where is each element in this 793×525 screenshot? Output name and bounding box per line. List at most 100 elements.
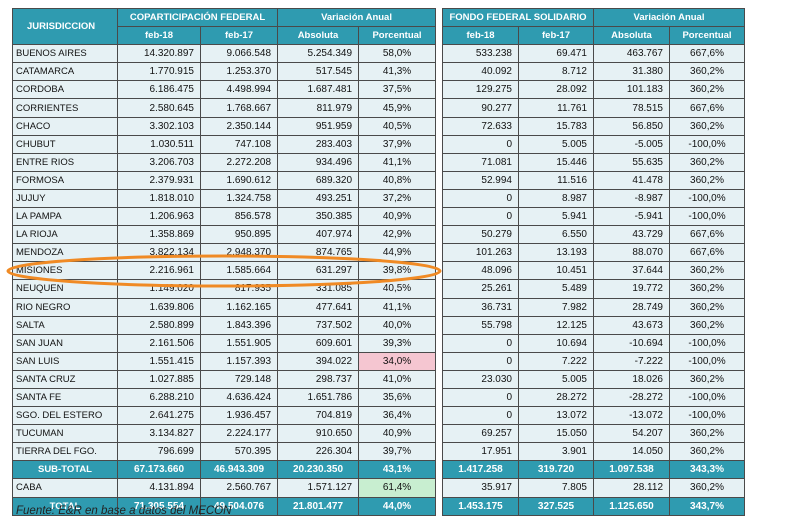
jurisdiccion-cell: NEUQUEN <box>12 279 118 299</box>
table-row: CATAMARCA 1.770.915 1.253.370 517.545 41,3% <box>12 62 437 82</box>
ffs-porcentual-cell: 360,2% <box>668 261 746 281</box>
jurisdiccion-cell: CHUBUT <box>12 134 118 154</box>
ffs-absoluta-cell: 14.050 <box>593 442 670 462</box>
ffs-feb18-cell: 0 <box>442 351 519 371</box>
porcentual-cell: 41,1% <box>358 152 437 172</box>
porcentual-cell: 37,9% <box>358 134 437 154</box>
feb17-cell: 2.350.144 <box>199 116 279 136</box>
ffs-porcentual-cell: 360,2% <box>668 170 746 190</box>
ffs-porcentual-cell: -100,0% <box>668 333 746 353</box>
jurisdiccion-cell: SUB-TOTAL <box>12 460 118 480</box>
table-row: SUB-TOTAL 67.173.660 46.943.309 20.230.350 4… <box>12 460 437 480</box>
feb18-cell: 1.206.963 <box>117 207 201 227</box>
table-row: 0 10.694 -10.694 -100,0% <box>442 333 746 353</box>
ffs-absoluta-cell: 37.644 <box>593 261 670 281</box>
ffs-feb17-cell: 28.092 <box>518 80 594 100</box>
ffs-feb18-cell: 1.417.258 <box>442 460 519 480</box>
table-row: 48.096 10.451 37.644 360,2% <box>442 261 746 281</box>
table-row: SAN LUIS 1.551.415 1.157.393 394.022 34,0% <box>12 351 437 371</box>
table-row: 0 8.987 -8.987 -100,0% <box>442 188 746 209</box>
ffs-porcentual-cell: 667,6% <box>668 44 746 64</box>
absoluta-cell: 20.230.350 <box>277 460 360 480</box>
table-row: CHACO 3.302.103 2.350.144 951.959 40,5% <box>12 116 437 136</box>
absoluta-cell: 394.022 <box>277 351 360 371</box>
porcentual-cell: 40,9% <box>358 207 437 227</box>
feb17-cell: 747.108 <box>199 134 279 154</box>
ffs-absoluta-cell: 101.183 <box>593 80 670 100</box>
col-absoluta-1: Absoluta <box>277 26 360 46</box>
absoluta-cell: 298.737 <box>277 369 360 389</box>
table-row: FORMOSA 2.379.931 1.690.612 689.320 40,8% <box>12 170 437 190</box>
ffs-feb17-cell: 15.783 <box>518 116 594 136</box>
ffs-feb17-cell: 7.982 <box>518 297 594 317</box>
ffs-porcentual-cell: -100,0% <box>668 406 746 426</box>
porcentual-cell: 40,5% <box>358 279 437 299</box>
ffs-feb18-cell: 72.633 <box>442 116 519 136</box>
ffs-absoluta-cell: -13.072 <box>593 406 670 426</box>
col-porcentual-2: Porcentual <box>668 26 746 46</box>
ffs-absoluta-cell: 1.125.650 <box>593 496 670 516</box>
ffs-absoluta-cell: -28.272 <box>593 387 670 408</box>
ffs-absoluta-cell: 18.026 <box>593 369 670 389</box>
feb17-cell: 1.585.664 <box>199 261 279 281</box>
ffs-absoluta-cell: -5.005 <box>593 134 670 154</box>
ffs-absoluta-cell: 54.207 <box>593 424 670 444</box>
jurisdiccion-cell: TIERRA DEL FGO. <box>12 442 118 462</box>
table-row: BUENOS AIRES 14.320.897 9.066.548 5.254.349… <box>12 44 437 64</box>
fondo-header: FONDO FEDERAL SOLIDARIO <box>442 7 594 28</box>
ffs-feb18-cell: 55.798 <box>442 315 519 335</box>
feb17-cell: 2.224.177 <box>199 424 279 444</box>
ffs-feb18-cell: 0 <box>442 207 519 227</box>
ffs-porcentual-cell: 360,2% <box>668 297 746 317</box>
absoluta-cell: 493.251 <box>277 188 360 209</box>
table-row: RIO NEGRO 1.639.806 1.162.165 477.641 41,1% <box>12 297 437 317</box>
feb18-cell: 3.206.703 <box>117 152 201 172</box>
ffs-feb17-cell: 8.987 <box>518 188 594 209</box>
ffs-absoluta-cell: -5.941 <box>593 207 670 227</box>
absoluta-cell: 951.959 <box>277 116 360 136</box>
fondo-solidario-table: FONDO FEDERAL SOLIDARIO Variación Anual … <box>442 7 746 516</box>
ffs-feb17-cell: 15.050 <box>518 424 594 444</box>
table-row: SALTA 2.580.899 1.843.396 737.502 40,0% <box>12 315 437 335</box>
jurisdiccion-cell: LA RIOJA <box>12 225 118 245</box>
feb17-cell: 1.768.667 <box>199 98 279 118</box>
feb18-cell: 1.818.010 <box>117 188 201 209</box>
table-row: TUCUMAN 3.134.827 2.224.177 910.650 40,9% <box>12 424 437 444</box>
feb17-cell: 2.560.767 <box>199 478 279 498</box>
col-feb17-1: feb-17 <box>199 26 279 46</box>
feb18-cell: 3.134.827 <box>117 424 201 444</box>
porcentual-cell: 41,0% <box>358 369 437 389</box>
ffs-feb18-cell: 40.092 <box>442 62 519 82</box>
feb17-cell: 1.162.165 <box>199 297 279 317</box>
ffs-porcentual-cell: 360,2% <box>668 369 746 389</box>
feb18-cell: 6.186.475 <box>117 80 201 100</box>
jurisdiccion-cell: CHACO <box>12 116 118 136</box>
feb18-cell: 67.173.660 <box>117 460 201 480</box>
porcentual-cell: 40,0% <box>358 315 437 335</box>
ffs-feb18-cell: 533.238 <box>442 44 519 64</box>
ffs-absoluta-cell: 78.515 <box>593 98 670 118</box>
absoluta-cell: 874.765 <box>277 243 360 263</box>
ffs-absoluta-cell: 56.850 <box>593 116 670 136</box>
table-row: CHUBUT 1.030.511 747.108 283.403 37,9% <box>12 134 437 154</box>
absoluta-cell: 631.297 <box>277 261 360 281</box>
table-row: MENDOZA 3.822.134 2.948.370 874.765 44,9% <box>12 243 437 263</box>
table-row: 0 13.072 -13.072 -100,0% <box>442 406 746 426</box>
feb17-cell: 1.843.396 <box>199 315 279 335</box>
jurisdiccion-cell: CORRIENTES <box>12 98 118 118</box>
table-row: SANTA FE 6.288.210 4.636.424 1.651.786 35,6% <box>12 387 437 408</box>
jurisdiccion-cell: SANTA FE <box>12 387 118 408</box>
feb18-cell: 1.030.511 <box>117 134 201 154</box>
feb17-cell: 2.272.208 <box>199 152 279 172</box>
ffs-feb17-cell: 7.222 <box>518 351 594 371</box>
absoluta-cell: 517.545 <box>277 62 360 82</box>
ffs-feb17-cell: 11.761 <box>518 98 594 118</box>
jurisdiccion-cell: FORMOSA <box>12 170 118 190</box>
ffs-porcentual-cell: -100,0% <box>668 351 746 371</box>
col-feb18-1: feb-18 <box>117 26 201 46</box>
col-feb17-2: feb-17 <box>518 26 594 46</box>
feb17-cell: 49.504.076 <box>199 496 279 516</box>
ffs-porcentual-cell: -100,0% <box>668 188 746 209</box>
ffs-feb18-cell: 52.994 <box>442 170 519 190</box>
table-row: 35.917 7.805 28.112 360,2% <box>442 478 746 498</box>
